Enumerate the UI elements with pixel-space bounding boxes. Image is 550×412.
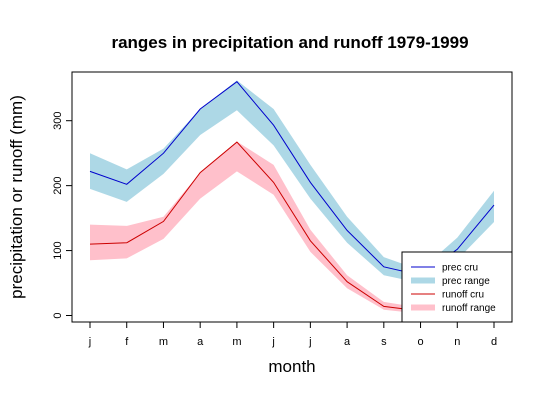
x-tick-label: d	[491, 336, 497, 348]
x-tick-label: j	[308, 336, 311, 348]
band-prec-range	[90, 80, 494, 284]
legend: prec cru prec range runoff cru runoff range	[401, 251, 513, 323]
chart-title: ranges in precipitation and runoff 1979-…	[111, 33, 468, 52]
axes: j f m a m j j a s o n d 0 100 200 300	[52, 112, 497, 348]
x-tick-label: j	[271, 336, 274, 348]
x-tick-label: n	[454, 336, 460, 348]
legend-label: runoff cru	[442, 290, 484, 301]
legend-label: prec cru	[442, 263, 478, 274]
legend-label: runoff range	[442, 303, 496, 314]
y-tick-label: 300	[52, 112, 64, 130]
x-tick-label: o	[417, 336, 423, 348]
x-tick-label: m	[159, 336, 168, 348]
x-tick-label: s	[381, 336, 387, 348]
x-axis-label: month	[268, 357, 315, 376]
y-tick-label: 100	[52, 241, 64, 259]
legend-label: prec range	[442, 276, 490, 287]
x-tick-label: a	[197, 336, 204, 348]
y-axis-label: precipitation or runoff (mm)	[7, 95, 26, 299]
x-tick-label: m	[232, 336, 241, 348]
x-tick-label: j	[88, 336, 91, 348]
x-tick-label: a	[344, 336, 351, 348]
plot-frame	[71, 71, 513, 323]
y-tick-label: 200	[52, 176, 64, 194]
x-tick-label: f	[125, 336, 129, 348]
y-tick-label: 0	[52, 312, 64, 318]
